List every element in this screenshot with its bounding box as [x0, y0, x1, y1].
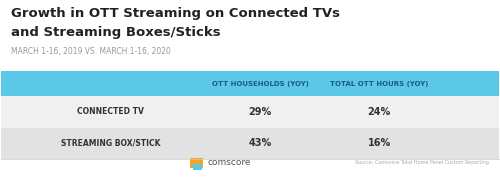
Bar: [190, 158, 203, 168]
Text: 16%: 16%: [368, 138, 391, 148]
Text: Growth in OTT Streaming on Connected TVs: Growth in OTT Streaming on Connected TVs: [12, 7, 340, 20]
Text: 24%: 24%: [368, 107, 391, 117]
Bar: [2, 72, 498, 96]
Text: OTT HOUSEHOLDS (YOY): OTT HOUSEHOLDS (YOY): [212, 81, 308, 87]
Text: 29%: 29%: [248, 107, 272, 117]
Text: comscore: comscore: [208, 158, 251, 167]
Text: Source: Comscore Total Home Panel Custom Reporting: Source: Comscore Total Home Panel Custom…: [354, 160, 488, 165]
Text: MARCH 1-16, 2019 VS. MARCH 1-16, 2020: MARCH 1-16, 2019 VS. MARCH 1-16, 2020: [12, 47, 171, 56]
Text: 43%: 43%: [248, 138, 272, 148]
Text: TOTAL OTT HOURS (YOY): TOTAL OTT HOURS (YOY): [330, 81, 428, 87]
Bar: [2, 96, 498, 128]
Bar: [194, 164, 202, 171]
Text: and Streaming Boxes/Sticks: and Streaming Boxes/Sticks: [12, 26, 221, 39]
Text: CONNECTED TV: CONNECTED TV: [78, 107, 144, 116]
Bar: [2, 128, 498, 159]
Text: STREAMING BOX/STICK: STREAMING BOX/STICK: [61, 139, 160, 148]
